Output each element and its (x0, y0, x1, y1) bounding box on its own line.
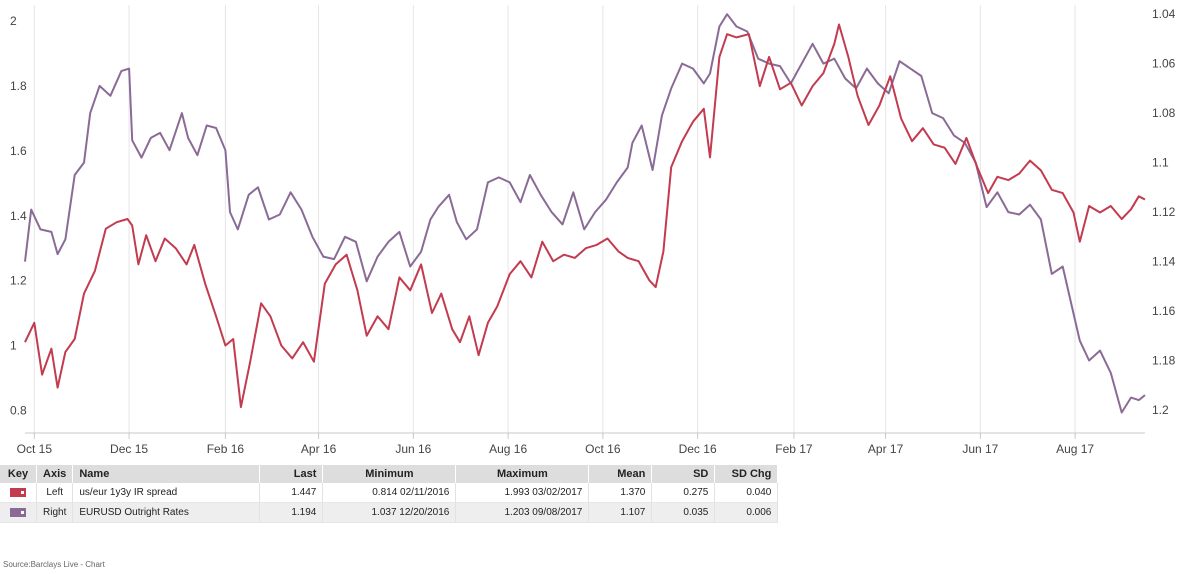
x-tick-label: Oct 16 (585, 442, 621, 456)
header-minimum: Minimum (322, 465, 457, 483)
x-tick-label: Apr 16 (301, 442, 337, 456)
x-tick-label: Aug 16 (489, 442, 527, 456)
x-tick-label: Jun 16 (395, 442, 431, 456)
table-row: Left us/eur 1y3y IR spread 1.447 0.814 0… (0, 483, 779, 503)
header-key: Key (0, 465, 37, 483)
header-axis: Axis (36, 465, 74, 483)
vertical-gridlines (33, 5, 1076, 433)
sd-chg-cell: 0.006 (714, 502, 779, 523)
series-line-left (24, 23, 1146, 409)
sd-chg-cell: 0.040 (714, 483, 779, 503)
table-header-row: Key Axis Name Last Minimum Maximum Mean … (0, 465, 779, 483)
name-cell: EURUSD Outright Rates (72, 502, 261, 523)
source-note: Source:Barclays Live - Chart (3, 560, 105, 569)
right-tick-label: 1.04 (1152, 7, 1176, 21)
series-line-right (24, 13, 1146, 414)
x-tick-label: Feb 17 (775, 442, 813, 456)
left-tick-label: 0.8 (10, 403, 27, 417)
x-axis-ticks: Oct 15 Dec 15 Feb 16 Apr 16 Jun 16 Aug 16 Oct … (17, 433, 1094, 456)
left-tick-label: 1.6 (10, 144, 27, 158)
left-tick-label: 1.2 (10, 274, 27, 288)
right-tick-label: 1.1 (1152, 156, 1169, 170)
header-name: Name (72, 465, 261, 483)
minimum-cell: 0.814 02/11/2016 (322, 483, 457, 503)
right-tick-label: 1.14 (1152, 255, 1176, 269)
series-lines (24, 13, 1146, 414)
last-cell: 1.447 (259, 483, 324, 503)
x-tick-label: Aug 17 (1056, 442, 1094, 456)
left-tick-label: 1 (10, 338, 17, 352)
x-tick-label: Feb 16 (207, 442, 245, 456)
series-key-cell (0, 483, 37, 503)
mean-cell: 1.107 (588, 502, 653, 523)
sd-cell: 0.035 (651, 502, 716, 523)
x-tick-label: Apr 17 (868, 442, 904, 456)
name-cell: us/eur 1y3y IR spread (72, 483, 261, 503)
right-tick-label: 1.06 (1152, 57, 1176, 71)
right-axis-ticks: 1.04 1.06 1.08 1.1 1.12 1.14 1.16 1.18 1.2 (1152, 7, 1176, 417)
x-tick-label: Oct 15 (17, 442, 53, 456)
left-tick-label: 1.4 (10, 209, 27, 223)
mean-cell: 1.370 (588, 483, 653, 503)
right-tick-label: 1.08 (1152, 106, 1176, 120)
left-axis-ticks: 0.8 1 1.2 1.4 1.6 1.8 2 (10, 14, 27, 417)
table-row: Right EURUSD Outright Rates 1.194 1.037 … (0, 502, 779, 523)
right-tick-label: 1.2 (1152, 403, 1169, 417)
left-tick-label: 1.8 (10, 79, 27, 93)
header-last: Last (259, 465, 324, 483)
axis-cell: Right (36, 502, 74, 523)
header-mean: Mean (588, 465, 653, 483)
right-tick-label: 1.16 (1152, 304, 1176, 318)
minimum-cell: 1.037 12/20/2016 (322, 502, 457, 523)
x-tick-label: Dec 16 (679, 442, 717, 456)
axis-cell: Left (36, 483, 74, 503)
series-color-swatch[interactable] (10, 507, 26, 517)
line-chart: Oct 15 Dec 15 Feb 16 Apr 16 Jun 16 Aug 16 Oct … (10, 5, 1176, 456)
series-color-swatch[interactable] (10, 487, 26, 497)
right-tick-label: 1.12 (1152, 205, 1176, 219)
maximum-cell: 1.993 03/02/2017 (455, 483, 590, 503)
maximum-cell: 1.203 09/08/2017 (455, 502, 590, 523)
last-cell: 1.194 (259, 502, 324, 523)
series-key-cell (0, 502, 37, 523)
right-tick-label: 1.18 (1152, 354, 1176, 368)
series-stats-table: Key Axis Name Last Minimum Maximum Mean … (0, 465, 779, 523)
sd-cell: 0.275 (651, 483, 716, 503)
header-sd-chg: SD Chg (714, 465, 779, 483)
x-tick-label: Dec 15 (110, 442, 148, 456)
left-tick-label: 2 (10, 14, 17, 28)
header-sd: SD (651, 465, 716, 483)
x-tick-label: Jun 17 (962, 442, 998, 456)
header-maximum: Maximum (455, 465, 590, 483)
